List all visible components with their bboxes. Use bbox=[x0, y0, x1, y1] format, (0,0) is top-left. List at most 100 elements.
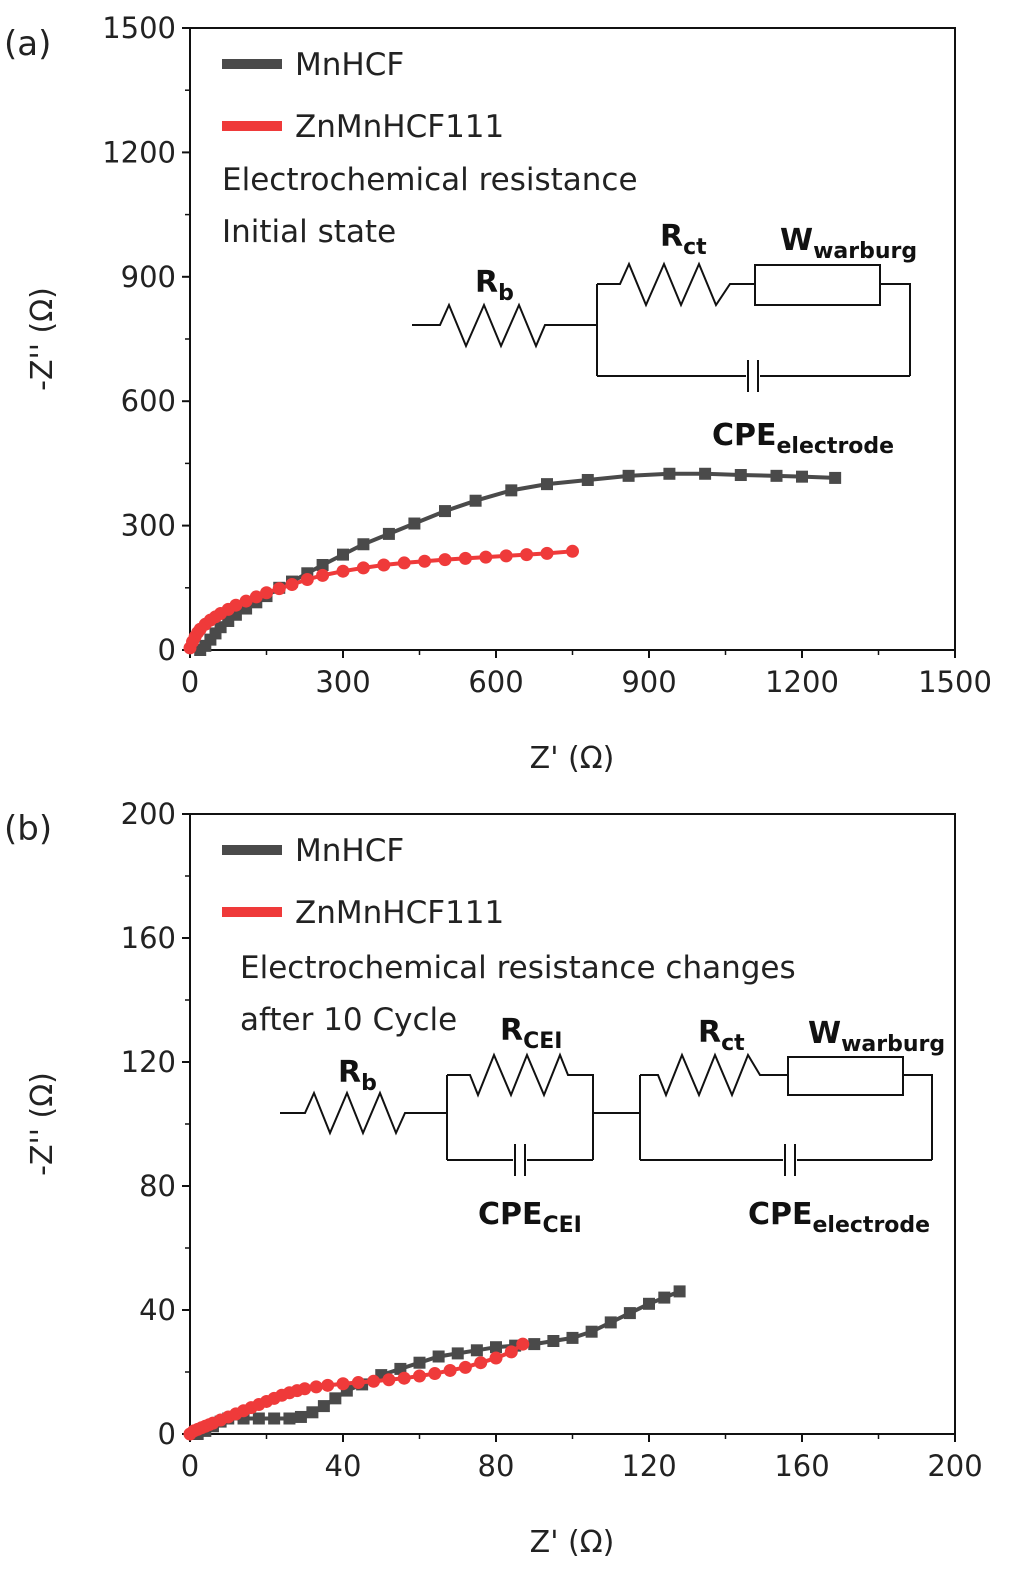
annotation-line-1: Electrochemical resistance bbox=[222, 162, 638, 198]
data-point-znmnhcf111 bbox=[336, 564, 350, 578]
data-point-mnhcf bbox=[547, 1335, 560, 1347]
data-point-mnhcf bbox=[294, 1410, 307, 1423]
series-line-mnhcf bbox=[198, 471, 836, 652]
x-tick-label: 120 bbox=[621, 1449, 676, 1483]
data-point-znmnhcf111 bbox=[520, 548, 534, 562]
legend: MnHCF ZnMnHCF111 bbox=[222, 47, 504, 145]
data-point-mnhcf bbox=[623, 1307, 636, 1320]
data-point-mnhcf bbox=[469, 494, 482, 507]
data-point-mnhcf bbox=[439, 505, 451, 518]
x-tick-label: 0 bbox=[181, 665, 199, 699]
y-tick-label: 900 bbox=[121, 260, 176, 294]
axes: 0 300 600 900 1200 1500 0 300 600 900 1200 1500 bbox=[102, 11, 992, 699]
equivalent-circuit-a: Rb Rct Wwarburg CPEelectrode bbox=[412, 219, 917, 459]
y-tick-label: 40 bbox=[139, 1293, 176, 1327]
data-point-znmnhcf111 bbox=[489, 1351, 503, 1365]
x-tick-label: 1500 bbox=[918, 665, 992, 699]
label-rct: Rct bbox=[660, 219, 707, 260]
equivalent-circuit-b: Rb RCEI Rct Wwarburg CPECEI CPEelectrode bbox=[280, 1013, 945, 1238]
data-point-mnhcf bbox=[408, 517, 421, 530]
label-rb: Rb bbox=[475, 265, 514, 306]
label-cpe-cei: CPECEI bbox=[478, 1197, 582, 1238]
label-warburg: Wwarburg bbox=[808, 1016, 945, 1057]
data-point-znmnhcf111 bbox=[479, 550, 493, 564]
x-tick-label: 200 bbox=[927, 1449, 982, 1483]
data-point-mnhcf bbox=[382, 527, 395, 540]
y-tick-label: 1200 bbox=[102, 135, 176, 169]
plot-data bbox=[183, 1285, 686, 1441]
y-tick-label: 80 bbox=[139, 1169, 176, 1203]
data-point-znmnhcf111 bbox=[418, 554, 432, 568]
data-point-znmnhcf111 bbox=[377, 558, 391, 572]
annotation-line-1: Electrochemical resistance changes bbox=[240, 950, 796, 986]
data-point-mnhcf bbox=[268, 1412, 281, 1425]
data-point-znmnhcf111 bbox=[351, 1376, 365, 1390]
data-point-znmnhcf111 bbox=[285, 577, 299, 591]
data-point-mnhcf bbox=[658, 1291, 671, 1304]
data-point-mnhcf bbox=[604, 1316, 617, 1329]
legend: MnHCF ZnMnHCF111 bbox=[222, 833, 504, 931]
data-point-znmnhcf111 bbox=[272, 582, 286, 596]
label-rcei: RCEI bbox=[500, 1013, 562, 1054]
plot-data bbox=[183, 467, 842, 656]
y-tick-label: 0 bbox=[158, 633, 176, 667]
data-point-znmnhcf111 bbox=[504, 1345, 518, 1359]
data-point-znmnhcf111 bbox=[229, 598, 243, 612]
data-point-mnhcf bbox=[316, 558, 329, 571]
data-point-mnhcf bbox=[306, 1406, 319, 1419]
circuit-wires bbox=[280, 1052, 933, 1176]
data-point-znmnhcf111 bbox=[367, 1374, 381, 1388]
data-point-mnhcf bbox=[505, 484, 518, 497]
panel-label: (a) bbox=[4, 24, 51, 64]
x-tick-label: 300 bbox=[315, 665, 370, 699]
data-point-znmnhcf111 bbox=[356, 561, 370, 575]
data-point-znmnhcf111 bbox=[249, 590, 263, 604]
data-point-znmnhcf111 bbox=[309, 1380, 323, 1394]
x-tick-label: 900 bbox=[621, 665, 676, 699]
data-point-znmnhcf111 bbox=[566, 544, 579, 558]
data-point-znmnhcf111 bbox=[474, 1356, 488, 1370]
data-point-znmnhcf111 bbox=[382, 1373, 396, 1387]
y-tick-label: 300 bbox=[121, 509, 176, 543]
data-point-znmnhcf111 bbox=[428, 1367, 442, 1381]
data-point-znmnhcf111 bbox=[316, 568, 330, 582]
data-point-mnhcf bbox=[585, 1325, 598, 1338]
data-point-mnhcf bbox=[673, 1285, 686, 1298]
data-point-mnhcf bbox=[329, 1392, 342, 1405]
x-tick-label: 160 bbox=[774, 1449, 829, 1483]
data-point-znmnhcf111 bbox=[336, 1377, 350, 1391]
legend-label-znmnhcf111: ZnMnHCF111 bbox=[295, 895, 504, 931]
data-point-znmnhcf111 bbox=[260, 586, 273, 600]
data-point-mnhcf bbox=[432, 1350, 445, 1363]
label-rct: Rct bbox=[698, 1015, 745, 1056]
legend-label-mnhcf: MnHCF bbox=[295, 833, 404, 869]
data-point-mnhcf bbox=[357, 538, 370, 551]
label-cpe-electrode: CPEelectrode bbox=[712, 418, 894, 459]
data-point-mnhcf bbox=[796, 470, 808, 483]
label-cpe-electrode: CPEelectrode bbox=[748, 1197, 930, 1238]
x-axis-title: Z' (Ω) bbox=[530, 1525, 615, 1560]
x-tick-label: 1200 bbox=[765, 665, 839, 699]
data-point-mnhcf bbox=[528, 1338, 541, 1351]
label-rb: Rb bbox=[338, 1055, 377, 1096]
y-axis-title: -Z'' (Ω) bbox=[25, 287, 60, 391]
y-tick-label: 0 bbox=[158, 1417, 176, 1451]
data-point-mnhcf bbox=[490, 1341, 502, 1354]
data-point-mnhcf bbox=[252, 1412, 265, 1425]
data-point-znmnhcf111 bbox=[458, 551, 472, 565]
y-tick-label: 600 bbox=[121, 384, 176, 418]
data-point-mnhcf bbox=[451, 1347, 464, 1360]
data-point-mnhcf bbox=[581, 473, 594, 486]
data-point-znmnhcf111 bbox=[397, 556, 411, 570]
data-point-znmnhcf111 bbox=[540, 546, 554, 560]
data-point-mnhcf bbox=[413, 1356, 426, 1369]
y-tick-label: 160 bbox=[121, 921, 176, 955]
axes: 0 40 80 120 160 200 0 40 80 120 160 200 bbox=[121, 797, 983, 1483]
data-point-mnhcf bbox=[337, 548, 349, 561]
x-tick-label: 80 bbox=[478, 1449, 515, 1483]
data-point-znmnhcf111 bbox=[239, 594, 253, 608]
data-point-znmnhcf111 bbox=[499, 549, 513, 563]
data-point-mnhcf bbox=[622, 469, 635, 482]
data-point-znmnhcf111 bbox=[321, 1378, 335, 1392]
data-point-znmnhcf111 bbox=[458, 1360, 472, 1374]
